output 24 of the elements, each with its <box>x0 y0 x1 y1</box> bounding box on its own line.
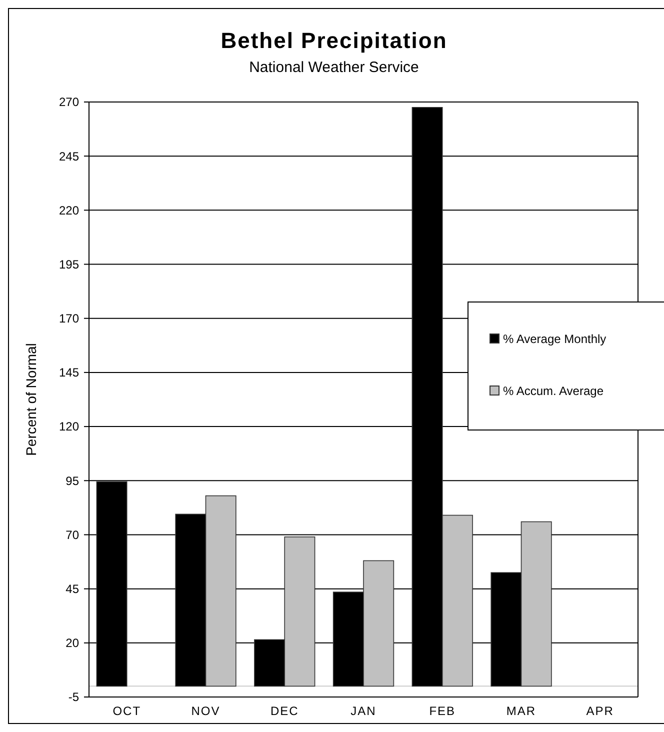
y-tick-label: 145 <box>58 366 80 380</box>
x-tick-label: APR <box>586 704 614 718</box>
y-tick-label: 195 <box>58 257 80 272</box>
y-tick-label: 70 <box>66 528 80 542</box>
y-tick-label: 270 <box>58 95 80 110</box>
x-tick-label: MAR <box>506 704 536 718</box>
x-tick-label: NOV <box>191 704 220 718</box>
y-tick-label: 220 <box>58 203 80 218</box>
legend-label: % Average Monthly <box>503 332 606 346</box>
x-tick-label: FEB <box>429 704 456 718</box>
y-tick-label: -5 <box>68 690 80 704</box>
y-tick-label: 120 <box>58 420 80 434</box>
y-tick-label: 245 <box>58 149 80 164</box>
y-axis-title: Percent of Normal <box>23 343 39 456</box>
y-tick-label: 95 <box>66 474 80 488</box>
x-tick-label: OCT <box>112 704 142 718</box>
y-tick-label: 20 <box>66 636 80 650</box>
legend-label: % Accum. Average <box>503 384 604 398</box>
chart-title: Bethel Precipitation <box>220 28 448 53</box>
chart-subtitle: National Weather Service <box>249 59 419 76</box>
y-tick-label: 45 <box>66 582 80 596</box>
y-tick-label: 170 <box>58 312 80 326</box>
x-tick-label: DEC <box>270 704 299 718</box>
x-tick-label: JAN <box>350 704 376 718</box>
